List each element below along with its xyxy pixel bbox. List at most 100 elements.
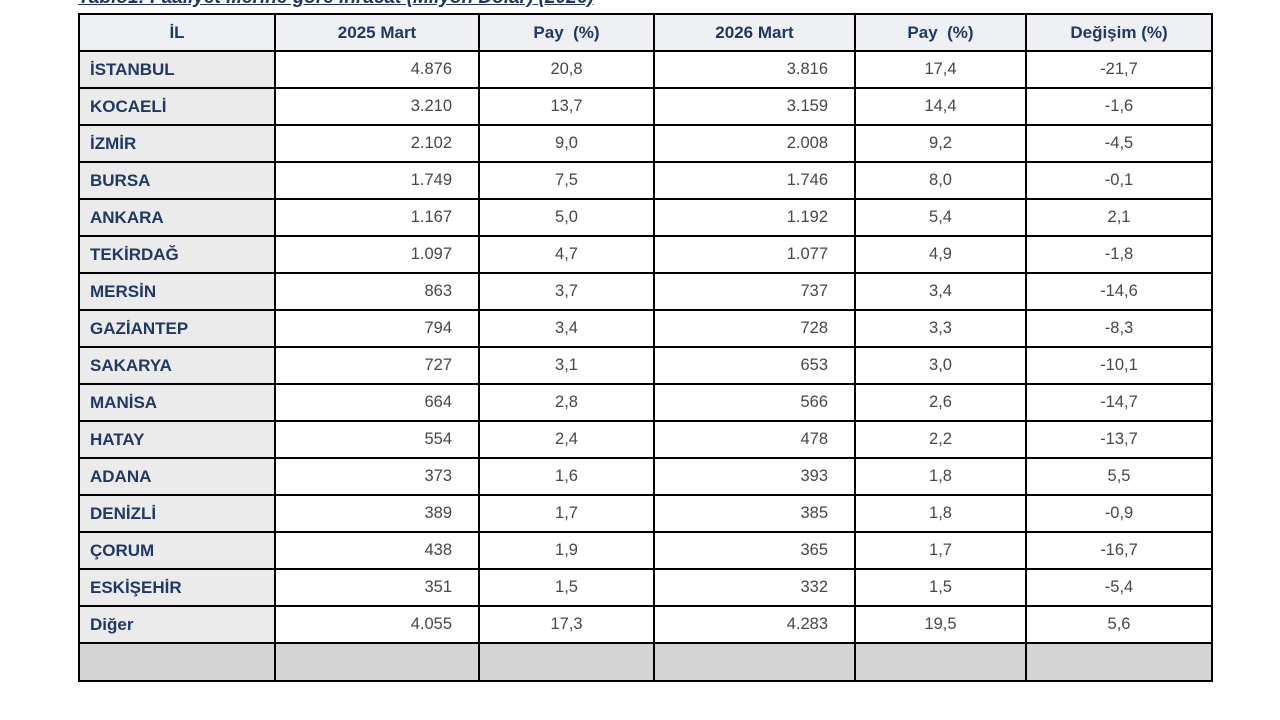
cell-pay-2026: 1,8 [854, 457, 1027, 496]
cell-pay-2025: 9,0 [478, 124, 655, 163]
cell-2025-mart: 373 [274, 457, 480, 496]
cell-degisim: 2,1 [1025, 198, 1213, 237]
cell-2025-mart: 3.210 [274, 87, 480, 126]
col-header-pay-2025: Pay (%) [478, 13, 655, 52]
table-row: ANKARA 1.167 5,0 1.192 5,4 2,1 [78, 198, 1213, 237]
title-clip-region: Tablo1: Faaliyet illerine göre ihracat (… [78, 0, 798, 11]
table-body: İSTANBUL 4.876 20,8 3.816 17,4 -21,7 KOC… [78, 50, 1213, 644]
cell-pay-2025: 20,8 [478, 50, 655, 89]
cell-2025-mart: 438 [274, 531, 480, 570]
export-by-province-table: İL 2025 Mart Pay (%) 2026 Mart Pay (%) D… [78, 13, 1213, 682]
cell-province: BURSA [78, 161, 276, 200]
cell-2025-mart: 1.097 [274, 235, 480, 274]
cell-province: Diğer [78, 605, 276, 644]
cell-degisim: -1,6 [1025, 87, 1213, 126]
header-row: İL 2025 Mart Pay (%) 2026 Mart Pay (%) D… [78, 13, 1213, 52]
cell-pay-2026: 5,4 [854, 198, 1027, 237]
total-cell-province [78, 642, 276, 682]
cell-pay-2026: 2,6 [854, 383, 1027, 422]
cell-degisim: -0,1 [1025, 161, 1213, 200]
total-row-body [78, 642, 1213, 682]
cell-province: İZMİR [78, 124, 276, 163]
cell-pay-2025: 13,7 [478, 87, 655, 126]
table-row: ESKİŞEHİR 351 1,5 332 1,5 -5,4 [78, 568, 1213, 607]
cell-province: ADANA [78, 457, 276, 496]
total-cell-2026-mart [653, 642, 856, 682]
cell-2026-mart: 3.816 [653, 50, 856, 89]
cell-2025-mart: 863 [274, 272, 480, 311]
cell-2025-mart: 4.876 [274, 50, 480, 89]
cell-pay-2026: 1,5 [854, 568, 1027, 607]
total-cell-degisim [1025, 642, 1213, 682]
cell-2026-mart: 653 [653, 346, 856, 385]
cell-degisim: -5,4 [1025, 568, 1213, 607]
cell-pay-2026: 19,5 [854, 605, 1027, 644]
cell-province: ESKİŞEHİR [78, 568, 276, 607]
table-row: DENİZLİ 389 1,7 385 1,8 -0,9 [78, 494, 1213, 533]
cell-degisim: -21,7 [1025, 50, 1213, 89]
cell-degisim: 5,6 [1025, 605, 1213, 644]
cell-pay-2025: 5,0 [478, 198, 655, 237]
cell-degisim: -16,7 [1025, 531, 1213, 570]
cell-pay-2026: 1,8 [854, 494, 1027, 533]
cell-province: DENİZLİ [78, 494, 276, 533]
table-row: SAKARYA 727 3,1 653 3,0 -10,1 [78, 346, 1213, 385]
cell-province: ÇORUM [78, 531, 276, 570]
cell-2025-mart: 4.055 [274, 605, 480, 644]
cell-pay-2025: 1,6 [478, 457, 655, 496]
cell-degisim: -10,1 [1025, 346, 1213, 385]
cell-pay-2026: 3,4 [854, 272, 1027, 311]
cell-degisim: -14,7 [1025, 383, 1213, 422]
cell-2026-mart: 2.008 [653, 124, 856, 163]
cell-degisim: -0,9 [1025, 494, 1213, 533]
cell-2025-mart: 1.749 [274, 161, 480, 200]
cell-2026-mart: 1.077 [653, 235, 856, 274]
table-row: GAZİANTEP 794 3,4 728 3,3 -8,3 [78, 309, 1213, 348]
cell-2026-mart: 3.159 [653, 87, 856, 126]
cell-2025-mart: 664 [274, 383, 480, 422]
cell-pay-2025: 7,5 [478, 161, 655, 200]
cell-2025-mart: 2.102 [274, 124, 480, 163]
table-row: KOCAELİ 3.210 13,7 3.159 14,4 -1,6 [78, 87, 1213, 126]
table-header: İL 2025 Mart Pay (%) 2026 Mart Pay (%) D… [78, 13, 1213, 52]
cell-province: İSTANBUL [78, 50, 276, 89]
cell-degisim: 5,5 [1025, 457, 1213, 496]
cell-province: MERSİN [78, 272, 276, 311]
cell-2026-mart: 737 [653, 272, 856, 311]
total-row [78, 642, 1213, 682]
cell-2025-mart: 727 [274, 346, 480, 385]
col-header-degisim: Değişim (%) [1025, 13, 1213, 52]
cell-pay-2026: 3,0 [854, 346, 1027, 385]
cell-2026-mart: 728 [653, 309, 856, 348]
table-row: Diğer 4.055 17,3 4.283 19,5 5,6 [78, 605, 1213, 644]
total-cell-pay-2026 [854, 642, 1027, 682]
table-row: TEKİRDAĞ 1.097 4,7 1.077 4,9 -1,8 [78, 235, 1213, 274]
cell-2026-mart: 566 [653, 383, 856, 422]
total-cell-pay-2025 [478, 642, 655, 682]
cell-2025-mart: 794 [274, 309, 480, 348]
cell-pay-2025: 1,9 [478, 531, 655, 570]
cell-2026-mart: 4.283 [653, 605, 856, 644]
table-row: İZMİR 2.102 9,0 2.008 9,2 -4,5 [78, 124, 1213, 163]
cell-degisim: -14,6 [1025, 272, 1213, 311]
cell-pay-2025: 2,8 [478, 383, 655, 422]
cell-degisim: -13,7 [1025, 420, 1213, 459]
table-row: ADANA 373 1,6 393 1,8 5,5 [78, 457, 1213, 496]
table-row: ÇORUM 438 1,9 365 1,7 -16,7 [78, 531, 1213, 570]
cell-province: SAKARYA [78, 346, 276, 385]
cell-2026-mart: 365 [653, 531, 856, 570]
cell-pay-2025: 2,4 [478, 420, 655, 459]
col-header-2026-mart: 2026 Mart [653, 13, 856, 52]
cell-province: MANİSA [78, 383, 276, 422]
cell-2026-mart: 385 [653, 494, 856, 533]
table-row: MERSİN 863 3,7 737 3,4 -14,6 [78, 272, 1213, 311]
cell-2025-mart: 554 [274, 420, 480, 459]
col-header-pay-2026: Pay (%) [854, 13, 1027, 52]
cell-pay-2025: 3,1 [478, 346, 655, 385]
cell-2026-mart: 1.192 [653, 198, 856, 237]
total-cell-2025-mart [274, 642, 480, 682]
cell-pay-2025: 1,7 [478, 494, 655, 533]
cell-degisim: -8,3 [1025, 309, 1213, 348]
cell-2026-mart: 393 [653, 457, 856, 496]
table-row: HATAY 554 2,4 478 2,2 -13,7 [78, 420, 1213, 459]
